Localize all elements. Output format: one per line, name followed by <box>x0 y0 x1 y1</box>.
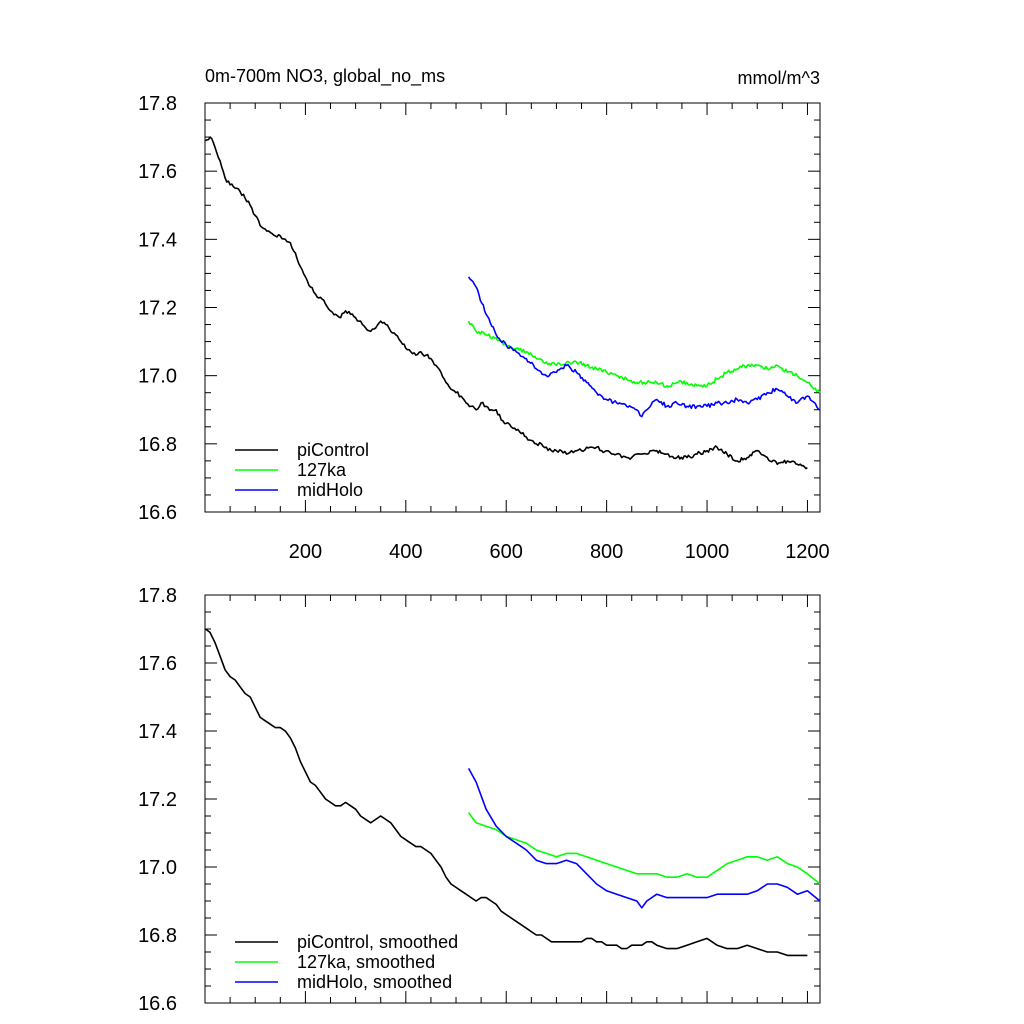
legend-label: 127ka, smoothed <box>297 952 435 972</box>
legend-label: 127ka <box>297 460 347 480</box>
y-tick-label: 17.2 <box>138 298 177 320</box>
series-line-midholo <box>467 276 821 418</box>
y-tick-label: 16.8 <box>138 925 177 947</box>
series-line-127ka <box>467 812 821 885</box>
legend-label: piControl, smoothed <box>297 932 458 952</box>
x-tick-label: 600 <box>490 541 523 563</box>
y-tick-label: 17.0 <box>138 857 177 879</box>
y-tick-label: 16.8 <box>138 434 177 456</box>
y-tick-label: 17.8 <box>138 93 177 115</box>
series-line-127ka <box>467 320 821 394</box>
y-tick-label: 17.6 <box>138 161 177 183</box>
y-tick-label: 16.6 <box>138 502 177 524</box>
legend-label: midHolo <box>297 480 363 500</box>
y-tick-label: 17.8 <box>138 585 177 607</box>
y-tick-label: 17.2 <box>138 789 177 811</box>
x-tick-label: 200 <box>289 541 322 563</box>
series-line-picontrol <box>205 136 808 470</box>
top-panel: 0m-700m NO3, global_no_ms mmol/m^3 16.6 16.… <box>138 66 830 563</box>
chart-title: 0m-700m NO3, global_no_ms <box>205 66 445 87</box>
units-label: mmol/m^3 <box>738 68 820 88</box>
x-tick-label: 800 <box>590 541 623 563</box>
series-line-picontrol <box>205 628 808 957</box>
y-tick-label: 17.4 <box>138 721 177 743</box>
y-tick-label: 16.6 <box>138 993 177 1015</box>
legend-label: piControl <box>297 440 369 460</box>
bottom-panel: 16.6 16.8 17.0 17.2 17.4 17.6 17.8 piControl, s… <box>138 585 821 1015</box>
y-tick-label: 17.4 <box>138 229 177 251</box>
x-tick-label: 1200 <box>785 541 830 563</box>
y-tick-label: 17.6 <box>138 653 177 675</box>
x-tick-label: 1000 <box>685 541 730 563</box>
series-line-midholo <box>467 768 821 909</box>
y-tick-label: 17.0 <box>138 366 177 388</box>
x-tick-label: 400 <box>389 541 422 563</box>
legend-label: midHolo, smoothed <box>297 972 452 992</box>
